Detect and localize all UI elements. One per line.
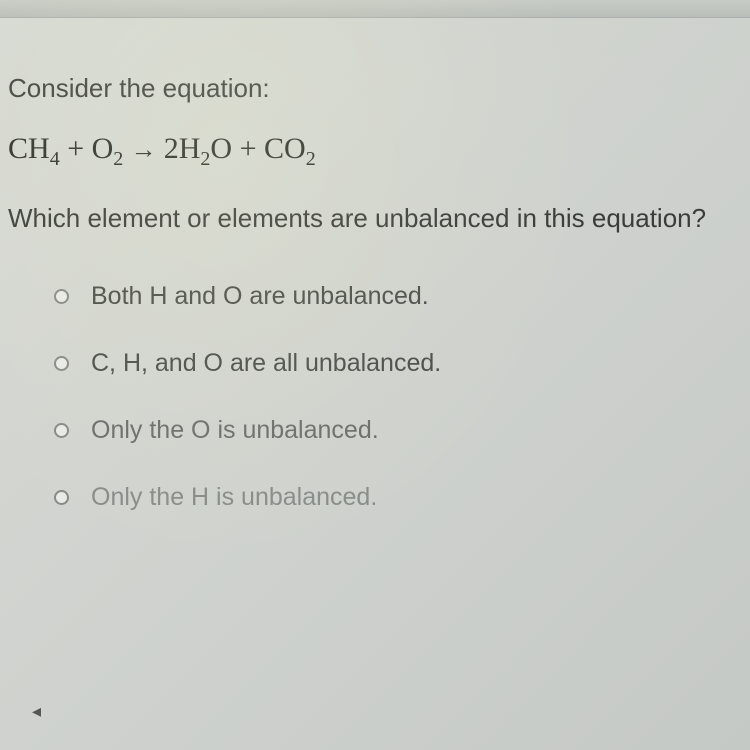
eq-subscript: 2 (113, 148, 123, 170)
eq-subscript: 2 (306, 148, 316, 170)
eq-term: O (210, 132, 232, 165)
eq-o2: O2 (92, 132, 124, 165)
option-row[interactable]: Only the O is unbalanced. (54, 416, 742, 445)
eq-term: CO (264, 132, 306, 165)
eq-plus: + (60, 132, 92, 165)
radio-button[interactable] (54, 356, 69, 371)
eq-term: CH (8, 132, 50, 165)
radio-button[interactable] (54, 289, 69, 304)
radio-button[interactable] (54, 423, 69, 438)
eq-term: H (179, 132, 201, 165)
option-label: Only the O is unbalanced. (91, 416, 379, 445)
window-top-border (0, 0, 750, 18)
eq-term: O (92, 132, 114, 165)
prompt-text: Consider the equation: (8, 73, 742, 104)
option-label: Both H and O are unbalanced. (91, 282, 429, 311)
option-row[interactable]: Both H and O are unbalanced. (54, 282, 742, 311)
option-label: C, H, and O are all unbalanced. (91, 349, 441, 378)
options-group: Both H and O are unbalanced. C, H, and O… (8, 282, 742, 512)
eq-subscript: 4 (50, 148, 60, 170)
eq-ch4: CH4 (8, 132, 60, 165)
eq-h2o: 2H2O (164, 132, 232, 165)
back-arrow-icon[interactable]: ◂ (32, 701, 41, 722)
option-row[interactable]: Only the H is unbalanced. (54, 483, 742, 512)
eq-arrow: → (123, 134, 163, 164)
eq-co2: CO2 (264, 132, 316, 165)
eq-plus: + (232, 132, 264, 165)
question-text: Which element or elements are unbalanced… (8, 203, 742, 234)
option-label: Only the H is unbalanced. (91, 483, 377, 512)
eq-subscript: 2 (200, 148, 210, 170)
eq-coefficient: 2 (164, 132, 179, 165)
radio-button[interactable] (54, 490, 69, 505)
chemical-equation: CH4 + O2 → 2H2O + CO2 (8, 132, 742, 171)
question-content: Consider the equation: CH4 + O2 → 2H2O +… (0, 18, 750, 570)
option-row[interactable]: C, H, and O are all unbalanced. (54, 349, 742, 378)
